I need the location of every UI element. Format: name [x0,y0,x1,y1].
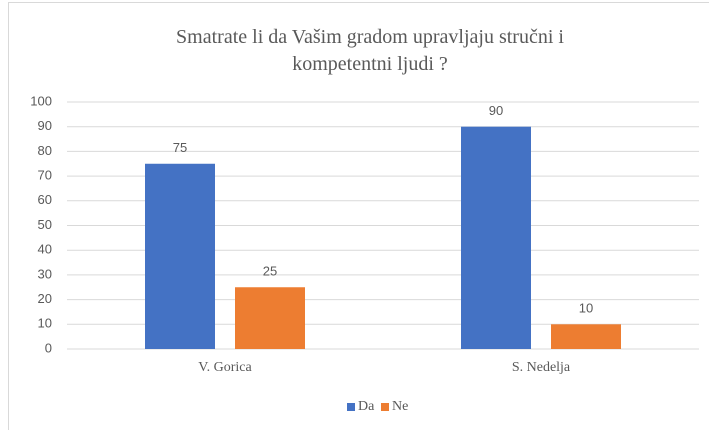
chart-border [8,2,709,430]
bar [461,126,531,349]
y-tick-label: 50 [38,217,52,232]
legend-label: Ne [392,399,408,414]
bar [551,324,621,349]
y-tick-label: 10 [38,316,52,331]
y-tick-label: 90 [38,118,52,133]
legend-swatch [381,403,389,411]
y-tick-label: 40 [38,242,52,257]
x-tick-label: V. Gorica [198,360,252,375]
y-tick-label: 100 [30,93,52,108]
value-label: 25 [263,264,277,279]
bar [145,163,215,349]
value-label: 75 [173,140,187,155]
value-label: 10 [579,301,593,316]
x-tick-label: S. Nedelja [512,360,571,375]
y-tick-label: 60 [38,192,52,207]
y-tick-label: 30 [38,266,52,281]
y-tick-label: 0 [45,340,52,355]
y-tick-label: 70 [38,168,52,183]
value-label: 90 [489,103,503,118]
chart-title: Smatrate li da Vašim gradom upravljaju s… [176,26,564,75]
y-tick-label: 80 [38,143,52,158]
legend-label: Da [358,399,375,414]
y-tick-label: 20 [38,291,52,306]
legend-swatch [347,403,355,411]
bar [235,287,305,349]
